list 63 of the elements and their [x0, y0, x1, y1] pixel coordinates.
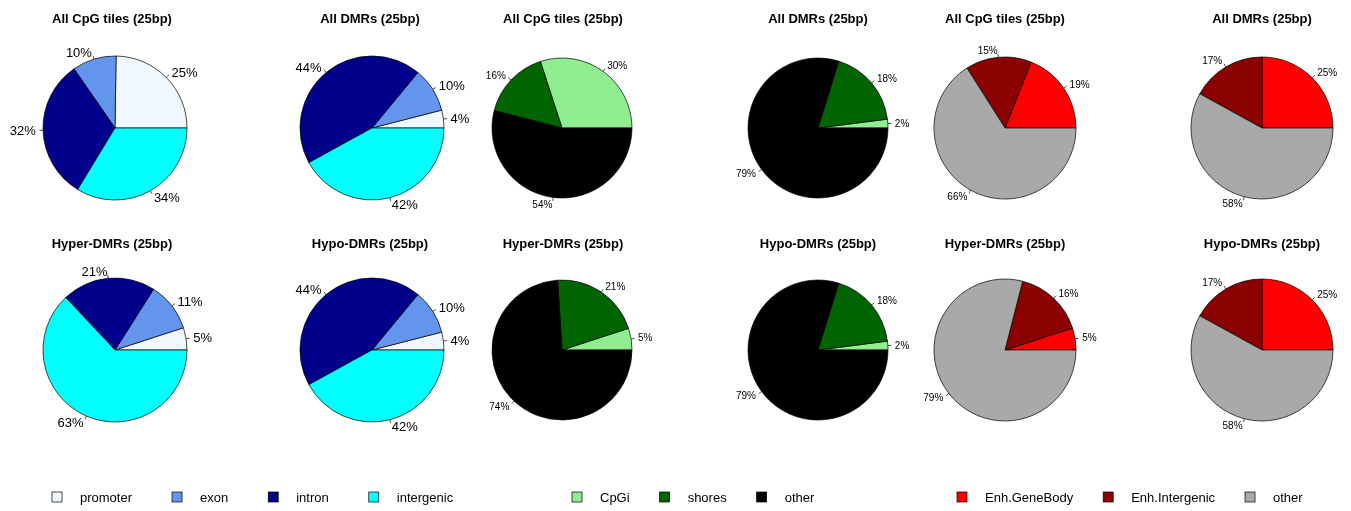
data-label: 17%: [1202, 55, 1223, 67]
data-label: 15%: [977, 44, 998, 56]
data-label: 19%: [1069, 78, 1090, 90]
chart-title: All CpG tiles (25bp): [503, 10, 623, 26]
data-label: 32%: [9, 123, 37, 139]
chart-title: Hypo-DMRs (25bp): [1203, 235, 1321, 251]
data-label: 79%: [735, 390, 757, 402]
legend-label: promoter: [80, 489, 133, 505]
data-label: 25%: [1317, 289, 1338, 301]
data-label: 34%: [153, 189, 181, 205]
data-label: 25%: [171, 64, 198, 80]
data-label: 79%: [735, 168, 757, 180]
legend-label: intron: [296, 489, 329, 505]
data-label: 44%: [295, 59, 322, 75]
legend-label: other: [784, 489, 815, 505]
legend-label: exon: [200, 489, 229, 505]
chart-title: Hypo-DMRs (25bp): [759, 235, 877, 251]
chart-title: All DMRs (25bp): [768, 10, 868, 26]
data-label: 16%: [1058, 287, 1079, 299]
legend-label: Enh.Intergenic: [1131, 489, 1216, 505]
legend-label: shores: [687, 489, 728, 505]
data-label: 4%: [450, 332, 470, 348]
data-label: 2%: [894, 117, 910, 129]
data-label: 30%: [607, 60, 628, 72]
data-label: 4%: [450, 110, 470, 126]
legend-label: intergenic: [396, 489, 454, 505]
data-label: 21%: [605, 280, 626, 292]
data-label: 63%: [57, 415, 84, 431]
chart-title: Hyper-DMRs (25bp): [944, 235, 1066, 251]
data-label: 5%: [193, 330, 213, 346]
data-label: 18%: [876, 73, 898, 85]
data-label: 5%: [1082, 332, 1097, 344]
chart-title: Hypo-DMRs (25bp): [311, 235, 429, 251]
chart-title: All DMRs (25bp): [1212, 10, 1312, 26]
data-label: 74%: [489, 400, 510, 412]
chart-title: Hyper-DMRs (25bp): [51, 235, 173, 251]
data-label: 54%: [532, 198, 553, 210]
legend-label: Enh.GeneBody: [985, 489, 1074, 505]
data-label: 10%: [65, 44, 93, 60]
data-label: 25%: [1317, 67, 1338, 79]
data-label: 10%: [438, 300, 466, 316]
data-label: 17%: [1202, 277, 1223, 289]
data-label: 10%: [438, 78, 466, 94]
legend-label: CpGi: [600, 489, 630, 505]
data-label: 16%: [485, 69, 506, 81]
data-label: 11%: [177, 294, 204, 310]
legend-label: other: [1273, 489, 1304, 505]
data-label: 21%: [81, 263, 108, 279]
data-label: 66%: [947, 190, 968, 202]
data-label: 79%: [923, 392, 944, 404]
chart-title: Hyper-DMRs (25bp): [502, 235, 624, 251]
chart-title: All DMRs (25bp): [320, 10, 420, 26]
data-label: 42%: [391, 197, 419, 213]
data-label: 58%: [1222, 198, 1243, 210]
chart-title: All CpG tiles (25bp): [945, 10, 1065, 26]
data-label: 58%: [1222, 420, 1243, 432]
data-label: 5%: [638, 332, 653, 344]
pie-slice: [491, 279, 633, 421]
chart-title: All CpG tiles (25bp): [52, 10, 172, 26]
data-label: 44%: [295, 281, 322, 297]
data-label: 2%: [894, 339, 910, 351]
data-label: 18%: [876, 295, 898, 307]
data-label: 42%: [391, 419, 419, 435]
